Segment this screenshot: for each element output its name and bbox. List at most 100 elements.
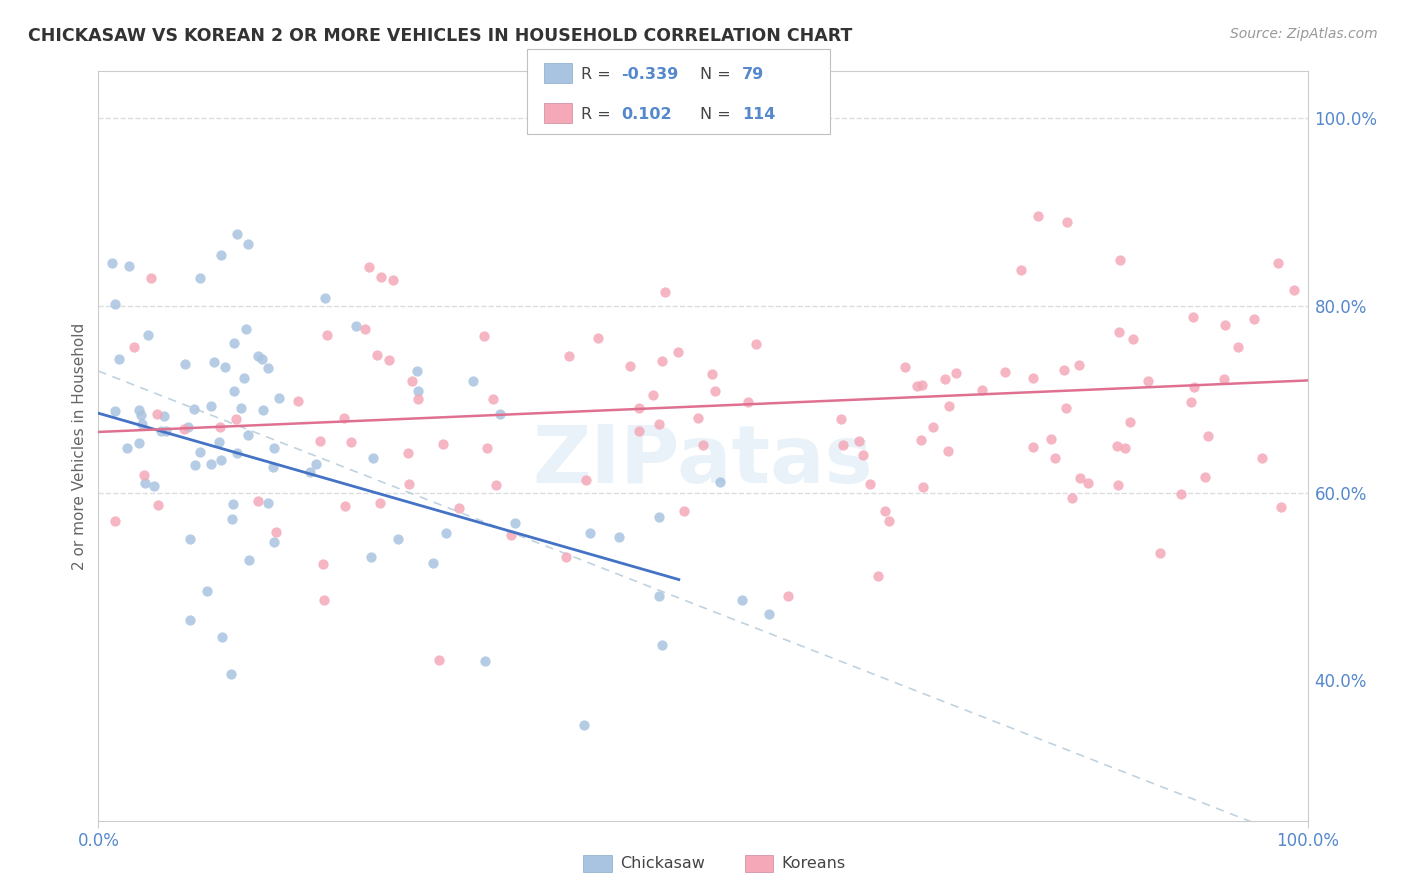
Point: [146, 498, 169, 512]
Point: [141, 271, 163, 285]
Point: [398, 477, 420, 491]
Point: [136, 328, 159, 343]
Point: [150, 424, 173, 438]
Point: [1026, 210, 1049, 224]
Point: [264, 524, 287, 539]
Text: R =: R =: [581, 107, 616, 121]
Point: [221, 512, 243, 526]
Text: Koreans: Koreans: [782, 856, 846, 871]
Point: [554, 550, 576, 565]
Point: [1108, 325, 1130, 339]
Point: [128, 403, 150, 417]
Text: CHICKASAW VS KOREAN 2 OR MORE VEHICLES IN HOUSEHOLD CORRELATION CHART: CHICKASAW VS KOREAN 2 OR MORE VEHICLES I…: [28, 27, 852, 45]
Point: [190, 271, 212, 285]
Point: [945, 366, 967, 380]
Point: [831, 438, 853, 452]
Point: [370, 270, 392, 285]
Point: [432, 437, 454, 451]
Text: N =: N =: [700, 67, 737, 81]
Point: [129, 408, 152, 422]
Point: [222, 336, 245, 351]
Point: [209, 248, 232, 262]
Point: [1022, 440, 1045, 454]
Point: [1107, 478, 1129, 492]
Point: [247, 493, 270, 508]
Point: [263, 535, 285, 549]
Point: [648, 417, 671, 431]
Point: [238, 553, 260, 567]
Point: [226, 446, 249, 460]
Point: [214, 359, 236, 374]
Point: [115, 441, 138, 455]
Point: [447, 501, 470, 516]
Point: [654, 285, 676, 299]
Point: [651, 638, 673, 652]
Point: [263, 441, 285, 455]
Point: [406, 392, 429, 406]
Point: [1105, 440, 1128, 454]
Point: [578, 526, 600, 541]
Point: [250, 352, 273, 367]
Point: [651, 354, 673, 368]
Point: [359, 260, 381, 274]
Point: [236, 428, 259, 442]
Point: [174, 357, 197, 371]
Point: [875, 504, 897, 518]
Text: 79: 79: [742, 67, 765, 81]
Point: [911, 480, 934, 494]
Point: [648, 509, 671, 524]
Point: [1056, 215, 1078, 229]
Point: [252, 402, 274, 417]
Point: [314, 291, 336, 305]
Point: [666, 345, 689, 359]
Point: [1043, 451, 1066, 466]
Point: [305, 457, 328, 471]
Text: ZIPatas: ZIPatas: [533, 422, 873, 500]
Point: [1060, 491, 1083, 505]
Point: [609, 530, 631, 544]
Point: [202, 355, 225, 369]
Point: [257, 360, 280, 375]
Point: [1039, 432, 1062, 446]
Point: [132, 467, 155, 482]
Point: [745, 336, 768, 351]
Point: [235, 322, 257, 336]
Point: [503, 516, 526, 530]
Point: [489, 407, 512, 421]
Point: [368, 495, 391, 509]
Point: [422, 556, 444, 570]
Point: [574, 717, 596, 731]
Point: [709, 475, 731, 489]
Point: [1114, 442, 1136, 456]
Point: [1108, 253, 1130, 268]
Point: [396, 446, 419, 460]
Point: [1194, 469, 1216, 483]
Point: [1212, 372, 1234, 386]
Point: [104, 404, 127, 418]
Point: [472, 328, 495, 343]
Point: [360, 549, 382, 564]
Point: [378, 353, 401, 368]
Point: [222, 497, 245, 511]
Point: [101, 256, 124, 270]
Point: [184, 458, 207, 472]
Point: [648, 590, 671, 604]
Point: [575, 473, 598, 487]
Point: [229, 401, 252, 415]
Point: [1069, 471, 1091, 485]
Point: [737, 394, 759, 409]
Point: [474, 654, 496, 668]
Point: [153, 409, 176, 423]
Point: [1118, 415, 1140, 429]
Point: [627, 401, 650, 415]
Point: [922, 420, 945, 434]
Point: [910, 433, 932, 447]
Point: [104, 296, 127, 310]
Point: [211, 631, 233, 645]
Point: [299, 465, 322, 479]
Point: [128, 435, 150, 450]
Point: [200, 457, 222, 471]
Point: [1010, 263, 1032, 277]
Point: [183, 402, 205, 417]
Point: [641, 388, 664, 402]
